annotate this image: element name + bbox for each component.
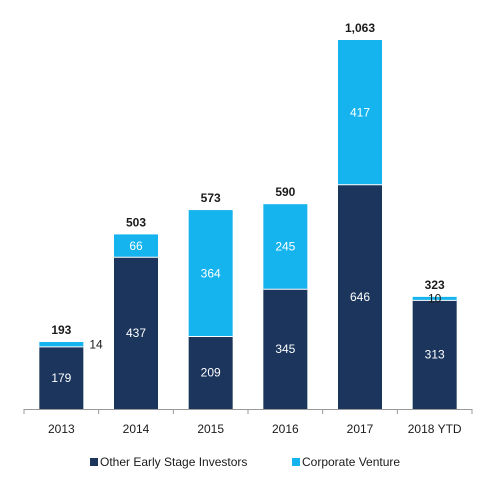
- label-early-stage-2014: 437: [126, 326, 146, 340]
- label-early-stage-2013: 179: [51, 371, 71, 385]
- label-total-2018-ytd: 323: [425, 278, 445, 292]
- x-tick-2013: 2013: [48, 422, 75, 436]
- x-tick-2018-ytd: 2018 YTD: [408, 422, 462, 436]
- label-early-stage-2015: 209: [201, 366, 221, 380]
- label-corporate-venture-2013: 14: [89, 337, 103, 351]
- bar-early-stage-2015: [188, 336, 233, 409]
- bar-early-stage-2017: [338, 184, 382, 409]
- legend: Other Early Stage Investors Corporate Ven…: [90, 455, 400, 469]
- label-corporate-venture-2015: 364: [201, 266, 221, 280]
- label-corporate-venture-2017: 417: [350, 105, 370, 119]
- label-total-2016: 590: [275, 185, 295, 199]
- x-tick-2016: 2016: [272, 422, 299, 436]
- label-corporate-venture-2018-ytd: 10: [428, 292, 442, 306]
- bar-corporate-venture-2017: [338, 40, 382, 185]
- x-tick-2015: 2015: [197, 422, 224, 436]
- legend-label-corporate-venture: Corporate Venture: [302, 455, 400, 469]
- label-early-stage-2017: 646: [350, 290, 370, 304]
- legend-swatch-other-early-stage-investors: [90, 458, 98, 466]
- bar-corporate-venture-2013: [39, 342, 84, 347]
- bar-early-stage-2016: [263, 289, 308, 409]
- bar-early-stage-2014: [114, 257, 158, 409]
- bar-early-stage-2018-ytd: [412, 300, 457, 409]
- label-corporate-venture-2014: 66: [129, 239, 143, 253]
- bar-corporate-venture-2014: [114, 234, 158, 258]
- label-total-2015: 573: [201, 191, 221, 205]
- label-total-2013: 193: [51, 323, 71, 337]
- bars-layer: 179 14 193 437 66 503 209 364 573 345 245 590 646 417…: [39, 21, 457, 409]
- bar-corporate-venture-2016: [263, 204, 308, 290]
- legend-label-other-early-stage-investors: Other Early Stage Investors: [100, 455, 247, 469]
- x-tick-2017: 2017: [347, 422, 374, 436]
- label-total-2017: 1,063: [345, 21, 375, 35]
- label-early-stage-2016: 345: [275, 342, 295, 356]
- bar-corporate-venture-2018-ytd: [412, 296, 457, 301]
- x-axis-ticks: 2013 2014 2015 2016 2017 2018 YTD: [23, 409, 473, 436]
- label-total-2014: 503: [126, 215, 146, 229]
- x-tick-2014: 2014: [123, 422, 150, 436]
- legend-swatch-corporate-venture: [292, 458, 300, 466]
- bar-corporate-venture-2015: [188, 210, 233, 337]
- bar-early-stage-2013: [39, 346, 84, 409]
- label-early-stage-2018-ytd: 313: [425, 348, 445, 362]
- label-corporate-venture-2016: 245: [275, 240, 295, 254]
